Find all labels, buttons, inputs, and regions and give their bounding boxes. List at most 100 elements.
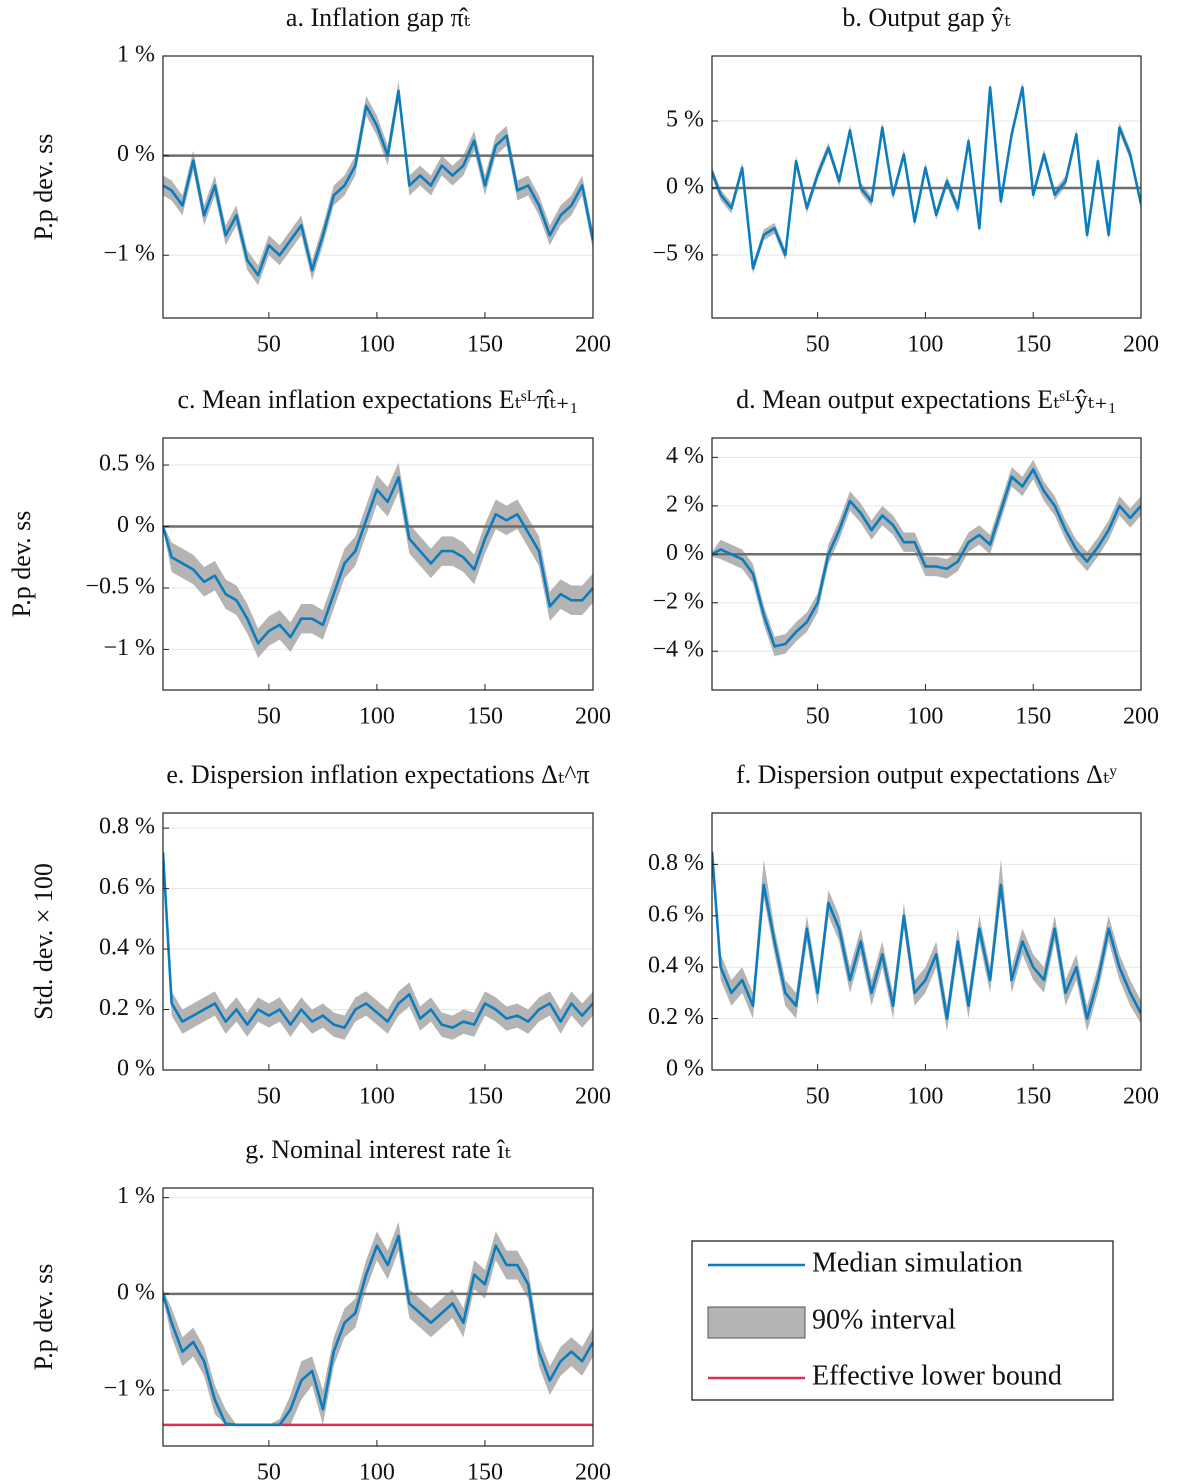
- x-tick-label: 100: [907, 1084, 943, 1110]
- x-tick-label: 50: [257, 1460, 281, 1483]
- y-tick-label: 0.6 %: [648, 901, 704, 927]
- x-tick-label: 150: [1015, 332, 1051, 358]
- plot-area: [712, 82, 1141, 274]
- median-line: [163, 1234, 593, 1427]
- x-tick-label: 50: [257, 332, 281, 358]
- x-tick-label: 100: [359, 1084, 395, 1110]
- y-tick-label: 0.6 %: [99, 874, 155, 900]
- legend-label: 90% interval: [812, 1304, 956, 1335]
- y-tick-label: 2 %: [666, 491, 704, 517]
- x-tick-label: 100: [907, 704, 943, 730]
- x-tick-label: 150: [467, 1084, 503, 1110]
- y-tick-label: −1 %: [103, 635, 155, 661]
- x-tick-label: 200: [575, 704, 611, 730]
- plot-area: [163, 462, 593, 659]
- plot-area: [163, 827, 593, 1070]
- median-line: [163, 852, 593, 1029]
- plot-frame: [162, 1187, 594, 1447]
- x-tick-label: 50: [257, 704, 281, 730]
- y-tick-label: 0 %: [666, 540, 704, 566]
- plot-frame: [711, 55, 1142, 319]
- y-tick-label: −1 %: [103, 241, 155, 267]
- x-tick-label: 200: [575, 1084, 611, 1110]
- y-tick-label: 5 %: [666, 106, 704, 132]
- plot-frame: [162, 812, 594, 1071]
- y-tick-label: 0 %: [666, 174, 704, 200]
- y-tick-label: 1 %: [117, 1183, 155, 1209]
- x-tick-label: 100: [359, 1460, 395, 1483]
- interval-band: [712, 459, 1141, 657]
- y-tick-label: −0.5 %: [85, 573, 155, 599]
- legend-label: Median simulation: [812, 1247, 1023, 1278]
- y-tick-label: 0 %: [666, 1056, 704, 1082]
- x-tick-label: 200: [575, 332, 611, 358]
- y-tick-label: 0.5 %: [99, 451, 155, 477]
- x-tick-label: 200: [1123, 704, 1159, 730]
- legend-swatch: [707, 1306, 806, 1339]
- x-tick-label: 50: [806, 704, 830, 730]
- x-tick-label: 100: [907, 332, 943, 358]
- x-tick-label: 50: [806, 1084, 830, 1110]
- x-tick-label: 50: [806, 332, 830, 358]
- median-line: [163, 89, 593, 277]
- median-line: [712, 468, 1141, 648]
- y-tick-label: 0 %: [117, 141, 155, 167]
- y-tick-label: 0.4 %: [99, 935, 155, 961]
- median-line: [163, 476, 593, 645]
- y-tick-label: 0 %: [117, 512, 155, 538]
- interval-band: [163, 462, 593, 659]
- panel-title: d. Mean output expectations Eₜˢᴸŷₜ₊₁: [736, 385, 1117, 414]
- plot-frame: [162, 55, 594, 319]
- y-tick-label: −4 %: [652, 637, 704, 663]
- legend-label: Effective lower bound: [812, 1360, 1062, 1391]
- panel-title: e. Dispersion inflation expectations Δₜ^…: [166, 760, 589, 789]
- y-tick-label: 0.4 %: [648, 953, 704, 979]
- plot-area: [163, 1197, 593, 1427]
- y-tick-label: 0.8 %: [99, 814, 155, 840]
- x-tick-label: 150: [467, 704, 503, 730]
- x-tick-label: 150: [467, 1460, 503, 1483]
- x-tick-label: 200: [1123, 1084, 1159, 1110]
- x-tick-label: 200: [1123, 332, 1159, 358]
- plot-area: [712, 456, 1141, 657]
- y-tick-label: 0 %: [117, 1279, 155, 1305]
- interval-band: [163, 80, 593, 286]
- median-line: [712, 851, 1141, 1020]
- y-axis-label: P.p dev. ss: [29, 134, 58, 241]
- plot-frame: [711, 812, 1142, 1071]
- x-tick-label: 150: [1015, 1084, 1051, 1110]
- panel-title: a. Inflation gap π̂ₜ: [286, 3, 471, 32]
- panel-title: c. Mean inflation expectations Eₜˢᴸπ̂ₜ₊₁: [177, 385, 578, 414]
- x-tick-label: 100: [359, 704, 395, 730]
- interval-band: [163, 1221, 593, 1425]
- y-axis-label: P.p dev. ss: [29, 1264, 58, 1371]
- y-tick-label: 0.2 %: [99, 995, 155, 1021]
- y-axis-label: Std. dev. × 100: [29, 863, 58, 1020]
- y-tick-label: 0.8 %: [648, 850, 704, 876]
- x-tick-label: 50: [257, 1084, 281, 1110]
- interval-band: [163, 846, 593, 1040]
- x-tick-label: 100: [359, 332, 395, 358]
- panel-title: b. Output gap ŷₜ: [842, 3, 1011, 32]
- median-line: [712, 86, 1141, 270]
- plot-frame: [711, 437, 1142, 691]
- panel-title: f. Dispersion output expectations Δₜʸ: [736, 760, 1117, 789]
- y-tick-label: 1 %: [117, 42, 155, 68]
- interval-band: [712, 846, 1141, 1032]
- x-tick-label: 150: [1015, 704, 1051, 730]
- y-tick-label: 0 %: [117, 1056, 155, 1082]
- x-tick-label: 150: [467, 332, 503, 358]
- y-tick-label: 4 %: [666, 443, 704, 469]
- plot-area: [712, 846, 1141, 1070]
- y-tick-label: −5 %: [652, 241, 704, 267]
- y-axis-label: P.p dev. ss: [7, 511, 36, 618]
- x-tick-label: 200: [575, 1460, 611, 1483]
- y-tick-label: 0.2 %: [648, 1004, 704, 1030]
- plot-area: [163, 56, 593, 286]
- plot-frame: [162, 437, 594, 691]
- panel-title: g. Nominal interest rate îₜ: [245, 1135, 511, 1164]
- y-tick-label: −1 %: [103, 1376, 155, 1402]
- y-tick-label: −2 %: [652, 588, 704, 614]
